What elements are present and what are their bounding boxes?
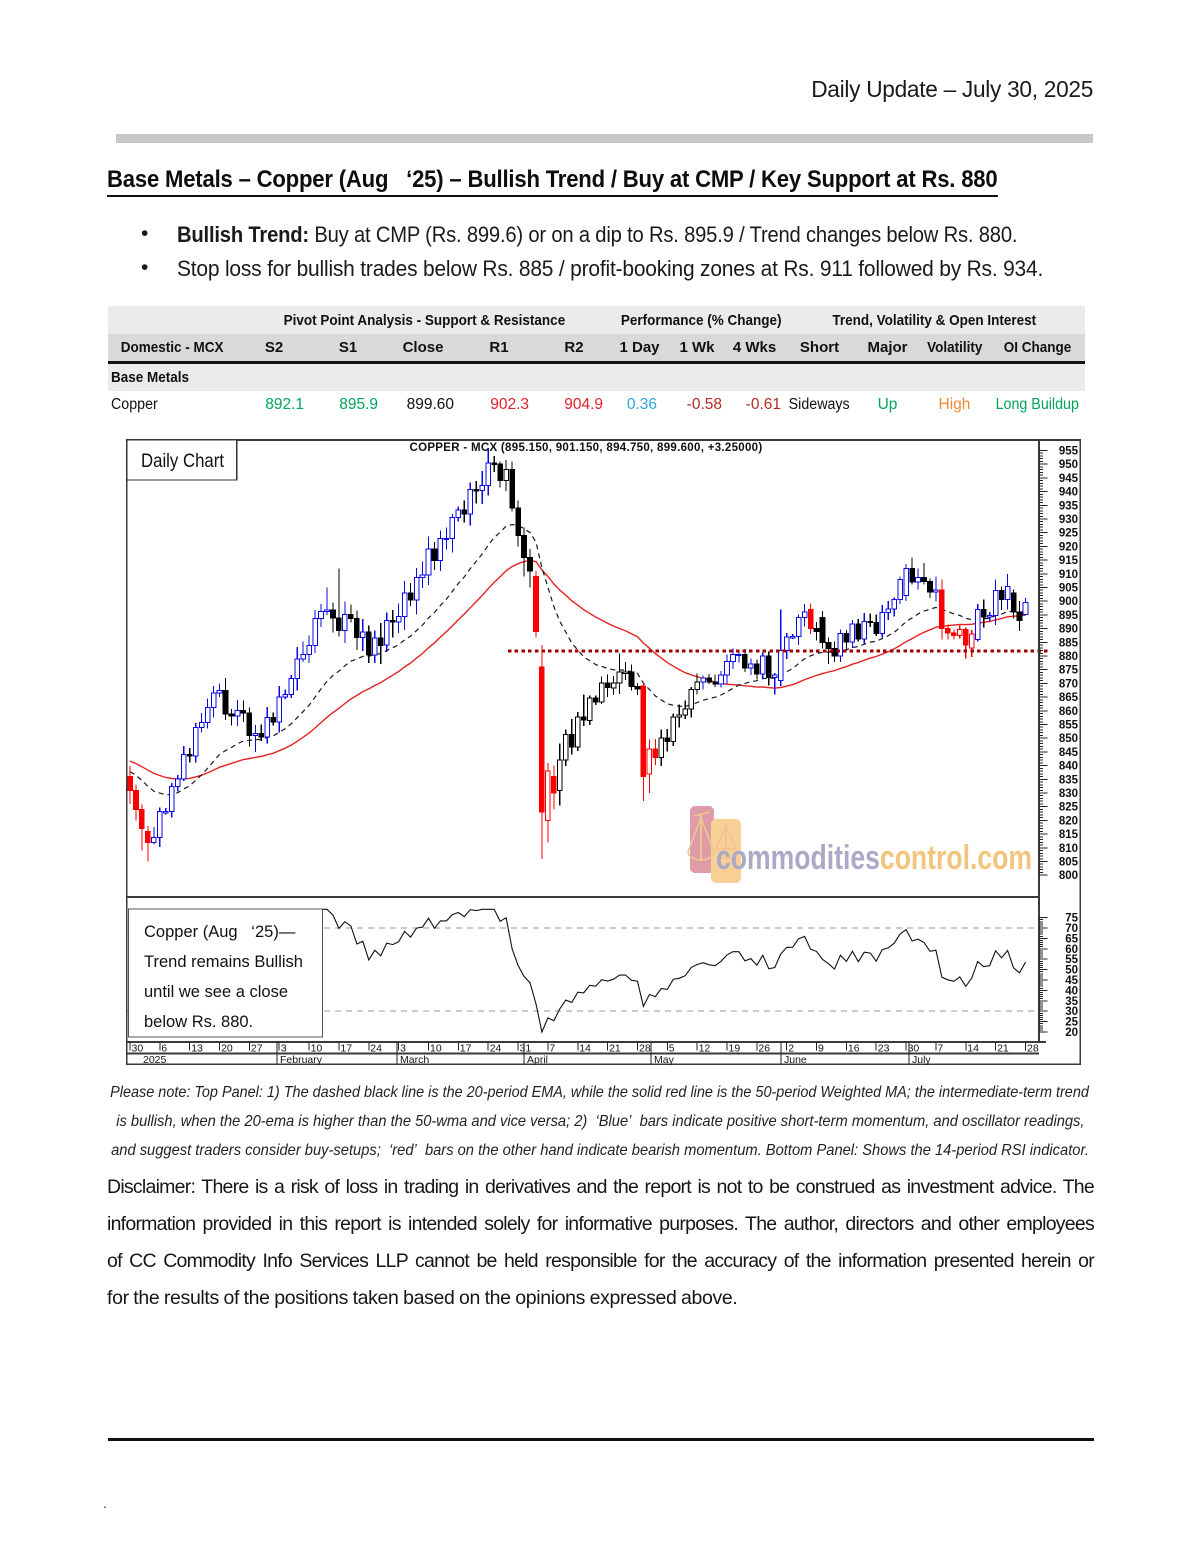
svg-text:24: 24 [370, 1043, 382, 1055]
svg-text:21: 21 [609, 1043, 621, 1055]
svg-text:815: 815 [1059, 829, 1079, 841]
svg-text:2: 2 [788, 1043, 794, 1055]
svg-text:65: 65 [1065, 933, 1078, 945]
svg-text:July: July [912, 1054, 931, 1066]
svg-text:April: April [527, 1054, 548, 1066]
svg-text:10: 10 [311, 1043, 323, 1055]
svg-text:28: 28 [1027, 1043, 1039, 1055]
svg-text:7: 7 [937, 1043, 943, 1055]
svg-text:865: 865 [1059, 692, 1079, 704]
svg-text:885: 885 [1059, 637, 1079, 649]
svg-text:830: 830 [1059, 788, 1078, 800]
svg-text:60: 60 [1065, 944, 1078, 956]
svg-text:875: 875 [1059, 665, 1079, 677]
svg-text:March: March [400, 1054, 429, 1066]
svg-text:890: 890 [1059, 624, 1078, 636]
svg-text:800: 800 [1059, 870, 1078, 882]
svg-text:845: 845 [1059, 747, 1079, 759]
svg-text:30: 30 [132, 1043, 144, 1055]
svg-text:805: 805 [1059, 857, 1079, 869]
svg-text:commoditiescontrol.com: commoditiescontrol.com [716, 839, 1032, 877]
svg-text:810: 810 [1059, 843, 1078, 855]
svg-text:31: 31 [520, 1043, 532, 1055]
svg-text:920: 920 [1059, 541, 1078, 553]
svg-text:16: 16 [848, 1043, 860, 1055]
svg-text:50: 50 [1065, 965, 1078, 977]
svg-text:10: 10 [430, 1043, 442, 1055]
svg-text:5: 5 [669, 1043, 675, 1055]
svg-text:below Rs. 880.: below Rs. 880. [144, 1013, 253, 1031]
svg-text:30: 30 [1065, 1006, 1078, 1018]
svg-text:COPPER - MCX (895.150, 901.150: COPPER - MCX (895.150, 901.150, 894.750,… [409, 442, 762, 454]
svg-text:55: 55 [1065, 954, 1078, 966]
svg-text:70: 70 [1065, 923, 1078, 935]
svg-text:910: 910 [1059, 569, 1078, 581]
svg-text:2025: 2025 [143, 1054, 167, 1066]
svg-text:17: 17 [460, 1043, 472, 1055]
svg-text:until we see a close: until we see a close [144, 983, 288, 1001]
svg-text:Trend remains Bullish: Trend remains Bullish [144, 953, 303, 971]
svg-text:12: 12 [699, 1043, 711, 1055]
svg-text:870: 870 [1059, 678, 1078, 690]
svg-text:June: June [784, 1054, 807, 1066]
svg-text:14: 14 [579, 1043, 591, 1055]
svg-text:13: 13 [191, 1043, 203, 1055]
svg-text:Daily Chart: Daily Chart [141, 450, 224, 472]
svg-text:940: 940 [1059, 487, 1078, 499]
svg-text:840: 840 [1059, 761, 1078, 773]
svg-text:45: 45 [1065, 975, 1078, 987]
svg-text:20: 20 [1065, 1027, 1078, 1039]
svg-text:905: 905 [1059, 583, 1079, 595]
svg-text:25: 25 [1065, 1017, 1078, 1029]
svg-text:21: 21 [997, 1043, 1009, 1055]
svg-text:3: 3 [281, 1043, 287, 1055]
svg-text:23: 23 [878, 1043, 890, 1055]
svg-text:Copper (Aug ‘25)—: Copper (Aug ‘25)— [144, 923, 296, 941]
svg-text:915: 915 [1059, 555, 1079, 567]
svg-text:945: 945 [1059, 473, 1079, 485]
svg-text:950: 950 [1059, 459, 1078, 471]
svg-text:35: 35 [1065, 996, 1078, 1008]
svg-text:14: 14 [967, 1043, 979, 1055]
svg-text:850: 850 [1059, 733, 1078, 745]
svg-text:9: 9 [818, 1043, 824, 1055]
svg-text:925: 925 [1059, 528, 1079, 540]
svg-text:3: 3 [400, 1043, 406, 1055]
svg-text:880: 880 [1059, 651, 1078, 663]
svg-text:955: 955 [1059, 446, 1079, 458]
svg-text:February: February [280, 1054, 323, 1066]
svg-text:19: 19 [729, 1043, 741, 1055]
svg-text:855: 855 [1059, 720, 1079, 732]
svg-text:825: 825 [1059, 802, 1079, 814]
svg-text:40: 40 [1065, 985, 1078, 997]
svg-text:860: 860 [1059, 706, 1078, 718]
svg-text:930: 930 [1059, 514, 1078, 526]
svg-text:820: 820 [1059, 815, 1078, 827]
svg-text:75: 75 [1065, 913, 1078, 925]
svg-text:30: 30 [908, 1043, 920, 1055]
svg-text:28: 28 [639, 1043, 651, 1055]
svg-text:24: 24 [490, 1043, 502, 1055]
svg-text:26: 26 [758, 1043, 770, 1055]
svg-text:895: 895 [1059, 610, 1079, 622]
svg-text:835: 835 [1059, 774, 1079, 786]
svg-text:7: 7 [549, 1043, 555, 1055]
svg-text:900: 900 [1059, 596, 1078, 608]
svg-text:6: 6 [161, 1043, 167, 1055]
svg-text:935: 935 [1059, 500, 1079, 512]
svg-text:17: 17 [340, 1043, 352, 1055]
svg-text:May: May [654, 1054, 675, 1066]
svg-text:20: 20 [221, 1043, 233, 1055]
svg-text:27: 27 [251, 1043, 263, 1055]
